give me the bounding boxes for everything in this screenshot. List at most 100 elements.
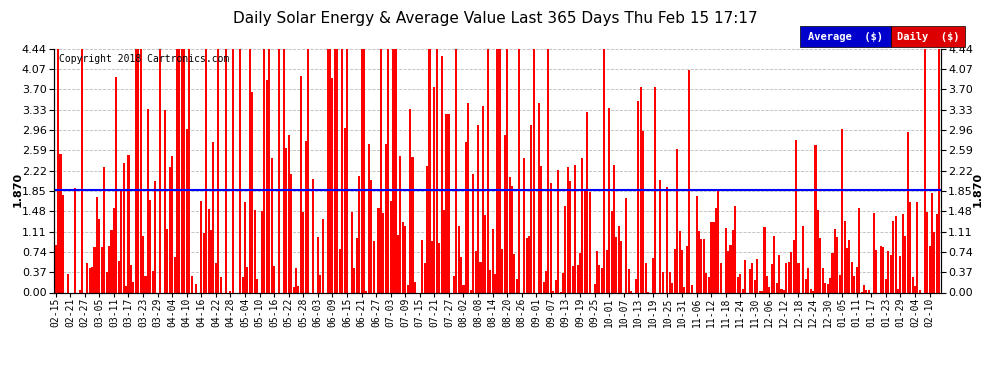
- Bar: [815, 145, 817, 292]
- Bar: [385, 144, 387, 292]
- Bar: [880, 246, 882, 292]
- Bar: [698, 231, 700, 292]
- Bar: [159, 49, 161, 292]
- Bar: [761, 291, 763, 292]
- Bar: [904, 236, 906, 292]
- Bar: [758, 291, 760, 292]
- Bar: [596, 251, 598, 292]
- Bar: [549, 183, 551, 292]
- Bar: [678, 231, 680, 292]
- Bar: [322, 219, 324, 292]
- Bar: [59, 154, 61, 292]
- Bar: [654, 87, 656, 292]
- Bar: [744, 260, 746, 292]
- Bar: [598, 265, 601, 292]
- Bar: [909, 202, 911, 292]
- Bar: [700, 239, 703, 292]
- Bar: [829, 278, 831, 292]
- Bar: [526, 238, 528, 292]
- Bar: [270, 158, 273, 292]
- Bar: [397, 235, 399, 292]
- Bar: [441, 57, 443, 292]
- Bar: [557, 170, 559, 292]
- Bar: [248, 49, 250, 292]
- Bar: [367, 144, 370, 292]
- Bar: [543, 282, 545, 292]
- Bar: [230, 291, 232, 292]
- Text: Copyright 2018 Cartronics.com: Copyright 2018 Cartronics.com: [58, 54, 230, 64]
- Bar: [171, 156, 173, 292]
- Bar: [853, 276, 855, 292]
- Bar: [232, 49, 234, 292]
- Bar: [873, 213, 875, 292]
- Bar: [936, 214, 938, 292]
- Bar: [358, 176, 360, 292]
- Bar: [407, 285, 409, 292]
- Bar: [863, 285, 865, 292]
- Bar: [681, 250, 683, 292]
- Bar: [822, 268, 824, 292]
- Bar: [353, 268, 355, 292]
- Bar: [788, 261, 790, 292]
- Bar: [812, 291, 814, 292]
- Bar: [511, 186, 513, 292]
- Bar: [350, 211, 352, 292]
- Bar: [203, 233, 205, 292]
- Bar: [164, 110, 166, 292]
- Bar: [329, 49, 331, 292]
- Bar: [703, 239, 705, 292]
- Bar: [247, 267, 248, 292]
- Bar: [635, 279, 637, 292]
- Bar: [611, 211, 613, 292]
- Bar: [382, 213, 384, 292]
- Bar: [727, 251, 729, 292]
- Bar: [402, 222, 404, 292]
- Bar: [372, 241, 374, 292]
- Bar: [290, 174, 292, 292]
- Bar: [147, 110, 148, 292]
- Bar: [564, 206, 566, 292]
- Bar: [926, 212, 929, 292]
- Bar: [832, 253, 834, 292]
- Bar: [253, 210, 255, 292]
- Bar: [429, 49, 431, 292]
- Bar: [101, 248, 103, 292]
- Bar: [516, 279, 518, 292]
- Bar: [919, 290, 921, 292]
- Bar: [817, 210, 819, 292]
- Bar: [217, 49, 220, 292]
- Bar: [474, 251, 476, 292]
- Bar: [106, 272, 108, 292]
- Bar: [244, 202, 247, 292]
- Bar: [708, 278, 710, 292]
- Bar: [399, 156, 401, 292]
- Bar: [907, 132, 909, 292]
- Bar: [785, 262, 787, 292]
- Bar: [103, 167, 105, 292]
- Bar: [300, 76, 302, 292]
- Bar: [469, 290, 472, 292]
- Bar: [342, 49, 344, 292]
- Bar: [737, 276, 739, 292]
- Bar: [380, 49, 382, 292]
- Bar: [778, 255, 780, 292]
- Text: 1.870: 1.870: [12, 172, 22, 207]
- Bar: [666, 187, 668, 292]
- Bar: [115, 77, 118, 292]
- Bar: [783, 290, 785, 292]
- Bar: [902, 214, 904, 292]
- Bar: [897, 289, 899, 292]
- Bar: [168, 167, 171, 292]
- Bar: [506, 49, 508, 292]
- Bar: [390, 201, 392, 292]
- Bar: [414, 282, 416, 292]
- Bar: [135, 49, 137, 292]
- Bar: [579, 254, 581, 292]
- Bar: [601, 268, 603, 292]
- Bar: [210, 230, 212, 292]
- Bar: [334, 49, 336, 292]
- Bar: [439, 243, 441, 292]
- Bar: [460, 257, 462, 292]
- Bar: [57, 49, 59, 292]
- Bar: [554, 280, 556, 292]
